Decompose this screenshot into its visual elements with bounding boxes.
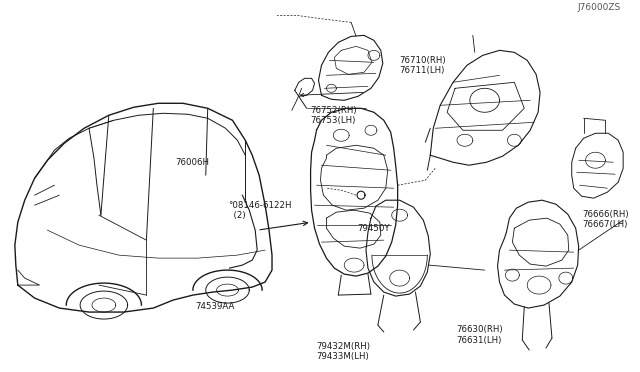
Text: °08146-6122H
  (2): °08146-6122H (2) [228,201,291,220]
Text: 79450Y: 79450Y [358,224,390,234]
Text: J76000ZS: J76000ZS [577,3,620,12]
Text: 76006H: 76006H [175,158,209,167]
Text: 76630(RH)
76631(LH): 76630(RH) 76631(LH) [456,325,502,344]
Text: 76752(RH)
76753(LH): 76752(RH) 76753(LH) [310,106,357,125]
Text: 76666(RH)
76667(LH): 76666(RH) 76667(LH) [582,210,629,230]
Text: 76710(RH)
76711(LH): 76710(RH) 76711(LH) [399,56,445,75]
Text: 74539AA: 74539AA [195,302,234,311]
Text: 79432M(RH)
79433M(LH): 79432M(RH) 79433M(LH) [317,342,371,361]
